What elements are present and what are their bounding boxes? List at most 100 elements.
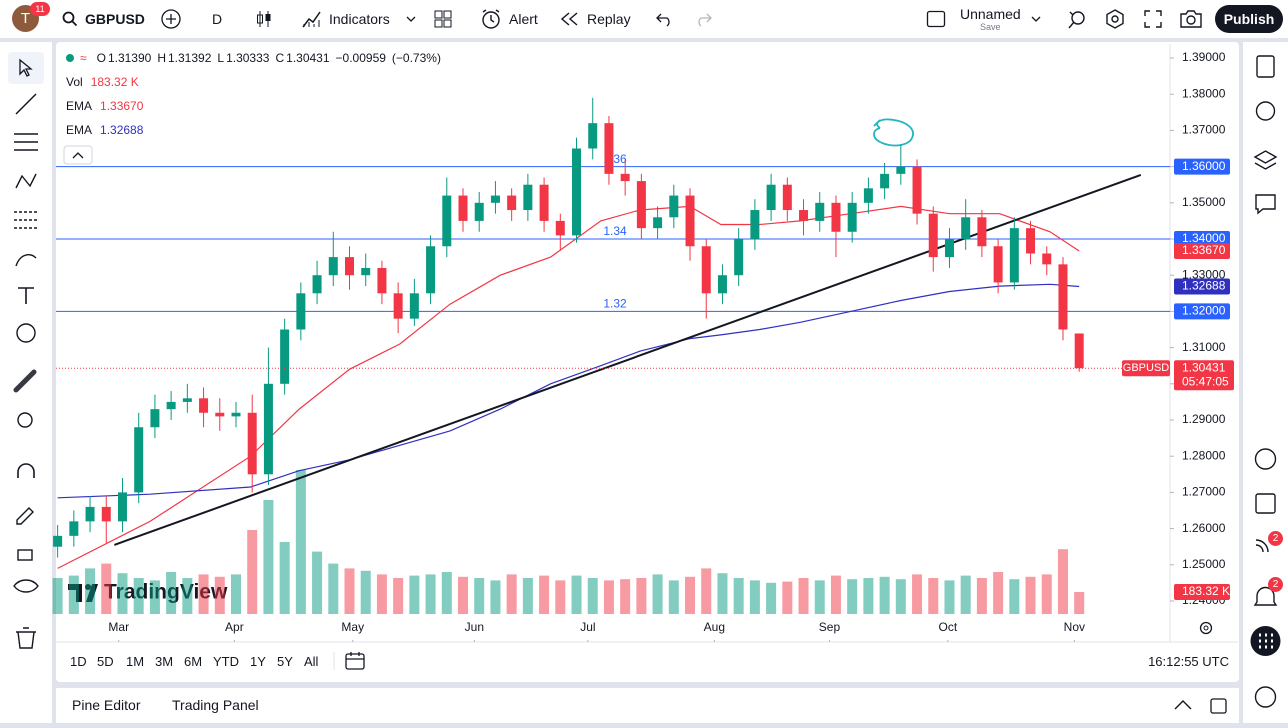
candle-body: [799, 210, 809, 221]
chevron[interactable]: [1030, 14, 1042, 24]
help-icon[interactable]: [1254, 686, 1277, 708]
volume-bar: [458, 576, 469, 614]
data-window-icon[interactable]: [1253, 150, 1278, 170]
apps-grid[interactable]: [1259, 633, 1273, 649]
candle-body: [977, 217, 987, 247]
alert-button[interactable]: Alert: [509, 11, 538, 27]
candle-body: [199, 398, 209, 413]
candle-body: [750, 210, 760, 240]
cursor-tool[interactable]: [19, 58, 33, 77]
volume-bar: [766, 582, 777, 614]
snapshot-icon[interactable]: [1179, 9, 1203, 29]
y-tick-label: 1.28000: [1182, 448, 1226, 462]
timeframe-button[interactable]: 5Y: [277, 654, 293, 669]
candle-body: [847, 202, 857, 232]
magnet-tool[interactable]: [17, 463, 35, 478]
save-label[interactable]: Save: [980, 22, 1001, 32]
quick-search-icon[interactable]: [1066, 8, 1088, 30]
pattern-tool[interactable]: [15, 173, 37, 189]
candle-body: [653, 217, 663, 229]
alerts-icon[interactable]: [1255, 101, 1276, 121]
layout-square-icon[interactable]: [926, 10, 946, 28]
text-tool[interactable]: [18, 287, 34, 304]
volume-bar: [636, 578, 647, 614]
symbol[interactable]: GBPUSD: [85, 11, 145, 27]
emoji-tool[interactable]: [16, 323, 36, 343]
level-badge: [1174, 303, 1230, 320]
date-range-icon[interactable]: [333, 650, 369, 672]
hide-tool[interactable]: [13, 579, 39, 593]
timeframe-button[interactable]: 1Y: [250, 654, 266, 669]
chat-icon[interactable]: [1255, 194, 1276, 215]
calendar-icon[interactable]: [1255, 493, 1276, 514]
zoom-tool[interactable]: [17, 412, 33, 428]
alert-icon[interactable]: [480, 8, 502, 30]
timeframe-button[interactable]: 1D: [70, 654, 87, 669]
volume-bar: [214, 576, 225, 614]
redo-icon: [698, 13, 712, 27]
candle-body: [880, 173, 890, 189]
notification-badge: 2: [1268, 577, 1283, 592]
lock-tool[interactable]: [17, 549, 33, 561]
y-tick-label: 1.38000: [1182, 86, 1226, 100]
candle-body: [474, 202, 484, 221]
pine-editor-tab[interactable]: Pine Editor: [72, 697, 141, 713]
indicators-icon[interactable]: [301, 9, 323, 29]
timeframe-button[interactable]: 6M: [184, 654, 203, 669]
fullscreen-icon[interactable]: [1143, 9, 1163, 29]
replay-icon[interactable]: [561, 12, 579, 26]
search-icon[interactable]: [62, 11, 78, 27]
trend-line-tool[interactable]: [15, 93, 37, 115]
ema-line: [57, 283, 1080, 499]
layouts-icon[interactable]: [434, 10, 452, 28]
fib-tool[interactable]: [14, 133, 38, 151]
panel-controls[interactable]: [1173, 696, 1229, 716]
volume-bar: [847, 579, 858, 614]
volume-bar: [668, 580, 679, 614]
replay-button[interactable]: Replay: [587, 11, 631, 27]
candle-body: [815, 202, 825, 221]
volume-bar: [247, 530, 258, 614]
timeframe-button[interactable]: 1M: [126, 654, 145, 669]
timeframe-button[interactable]: YTD: [213, 654, 239, 669]
timeframe-button[interactable]: All: [304, 654, 319, 669]
publish-button[interactable]: Publish: [1215, 5, 1283, 33]
volume-bar: [182, 578, 193, 614]
interval[interactable]: D: [212, 11, 223, 27]
indicators-button[interactable]: Indicators: [329, 11, 390, 27]
axis-settings-icon[interactable]: [1199, 621, 1213, 635]
candle-body: [231, 412, 241, 417]
stay-drawing-tool[interactable]: [16, 507, 34, 525]
candle-body: [263, 383, 273, 475]
settings-icon[interactable]: [1104, 8, 1126, 30]
layout-name[interactable]: Unnamed: [960, 6, 1021, 22]
candle-body: [523, 184, 533, 211]
chevron[interactable]: [405, 14, 417, 24]
add-symbol-icon[interactable]: [160, 8, 182, 30]
volume-bar: [798, 578, 809, 614]
candle-body: [182, 398, 192, 402]
candle-body: [409, 293, 419, 319]
measure-tool[interactable]: [13, 369, 37, 393]
volume-bar: [474, 578, 485, 614]
delete-tool[interactable]: [16, 627, 36, 649]
undo-icon[interactable]: [656, 11, 674, 27]
projection-tool[interactable]: [14, 211, 38, 229]
level-badge-text: 1.32000: [1182, 304, 1226, 318]
trading-panel-tab[interactable]: Trading Panel: [172, 697, 259, 713]
brush-tool[interactable]: [15, 254, 37, 267]
candle-body: [426, 246, 436, 294]
chart-type-icon[interactable]: [255, 9, 273, 29]
collapse-chevron[interactable]: [72, 152, 84, 159]
volume-bar: [1009, 579, 1020, 614]
timeframe-button[interactable]: 5D: [97, 654, 114, 669]
timeframe-button[interactable]: 3M: [155, 654, 174, 669]
volume-bar: [506, 574, 517, 614]
watchlist-icon[interactable]: [1256, 55, 1275, 78]
candle-body: [361, 267, 371, 276]
candle-body: [134, 427, 144, 493]
collapse-legend-button[interactable]: [63, 145, 93, 165]
volume-bar: [52, 578, 63, 614]
stream-icon[interactable]: [1255, 539, 1269, 553]
target-icon[interactable]: [1254, 448, 1277, 470]
